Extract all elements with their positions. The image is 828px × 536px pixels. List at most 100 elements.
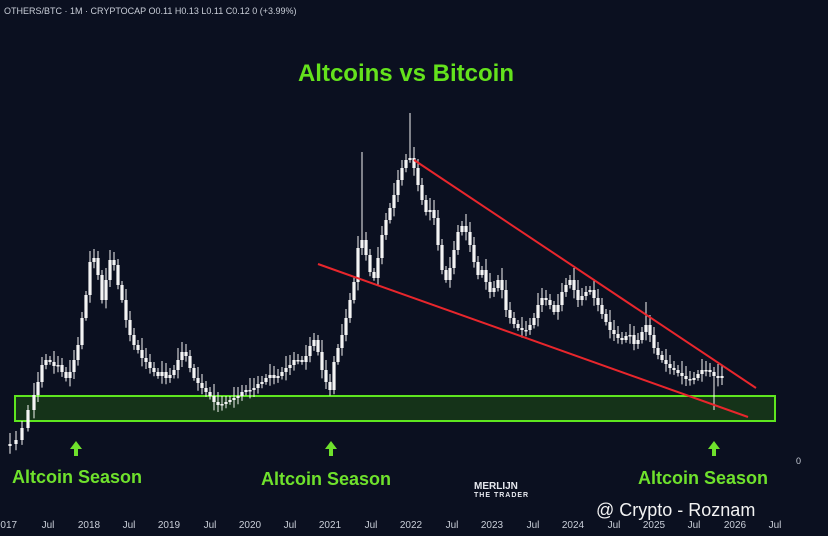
candle-body [564,285,568,292]
candle-body [256,384,260,388]
candle-body [200,383,204,388]
x-tick-label: 2017 [0,520,18,531]
candle-body [120,285,124,300]
candle-body [308,346,312,356]
candle-body [552,305,556,312]
candle-body [444,270,448,280]
x-tick-label: 2026 [723,520,747,531]
candle-body [380,235,384,258]
candle-body [588,290,592,292]
up-arrow-icon [712,448,716,456]
candle-body [428,210,432,212]
candle-body [520,328,524,330]
candle-body [372,272,376,278]
candle-body [684,376,688,379]
candle-body [332,362,336,390]
x-tick-label: Jul [203,520,217,531]
candle-body [144,358,148,362]
candle-body [392,195,396,208]
candle-body [532,318,536,325]
candle-body [260,382,264,384]
candle-body [488,282,492,292]
support-zone [14,395,776,422]
candle-body [140,350,144,358]
candle-body [632,335,636,344]
candle-body [20,428,24,440]
candle-body [628,335,632,337]
candle-body [396,180,400,195]
candle-body [660,355,664,360]
candle-body [300,360,304,362]
candle-body [504,290,508,310]
candle-body [544,298,548,300]
candle-body [364,240,368,255]
candle-body [292,360,296,365]
candle-body [76,345,80,360]
candle-body [64,372,68,378]
candle-body [612,330,616,334]
candle-body [248,390,252,392]
x-tick-label: 2024 [561,520,585,531]
candle-body [720,376,724,378]
candle-body [264,378,268,382]
up-arrow-icon [325,441,337,449]
candle-body [240,392,244,396]
candle-body [208,392,212,396]
candle-body [412,158,416,168]
candle-body [192,368,196,378]
candle-body [376,258,380,278]
x-tick-label: 2025 [642,520,666,531]
candle-body [636,340,640,344]
candle-body [152,368,156,372]
candle-body [356,248,360,282]
chart-header-ohlc: OTHERS/BTC · 1M · CRYPTOCAP O0.11 H0.13 … [4,6,297,16]
candle-body [212,396,216,402]
x-tick-label: Jul [122,520,136,531]
candle-body [156,372,160,376]
candle-body [368,255,372,272]
candle-body [196,378,200,383]
candle-body [688,379,692,381]
candle-body [548,300,552,305]
candle-body [340,335,344,348]
candle-body [624,336,628,340]
up-arrow-icon [329,448,333,456]
x-tick-label: 2019 [157,520,181,531]
candle-body [448,268,452,280]
candle-body [188,356,192,368]
candle-body [104,280,108,300]
candle-body [652,335,656,348]
x-tick-label: 2021 [318,520,342,531]
candle-body [136,345,140,350]
trendlines [317,159,757,418]
candle-body [336,348,340,362]
candle-body [524,330,528,332]
candle-body [60,365,64,372]
candle-body [580,296,584,300]
candle-body [400,168,404,180]
candle-body [360,240,364,248]
candle-body [244,390,248,392]
candle-body [440,245,444,270]
upper-trendline [413,159,757,389]
candle-body [672,368,676,370]
annotation-altcoin-season-2: Altcoin Season [261,469,392,489]
x-tick-label: 2020 [238,520,262,531]
candle-body [700,370,704,374]
candle-body [168,375,172,378]
annotation-altcoin-season-3: Altcoin Season [638,468,769,488]
candle-body [716,376,720,378]
candle-body [296,360,300,362]
x-tick-label: Jul [607,520,621,531]
candle-body [496,280,500,288]
candle-body [640,332,644,340]
candle-body [44,360,48,365]
candle-body [592,290,596,298]
candle-body [160,372,164,376]
lower-trendline [317,263,749,418]
candle-body [48,360,52,362]
candle-body [344,318,348,335]
up-arrow-icon [74,448,78,456]
candle-body [108,260,112,280]
candle-body [460,226,464,232]
